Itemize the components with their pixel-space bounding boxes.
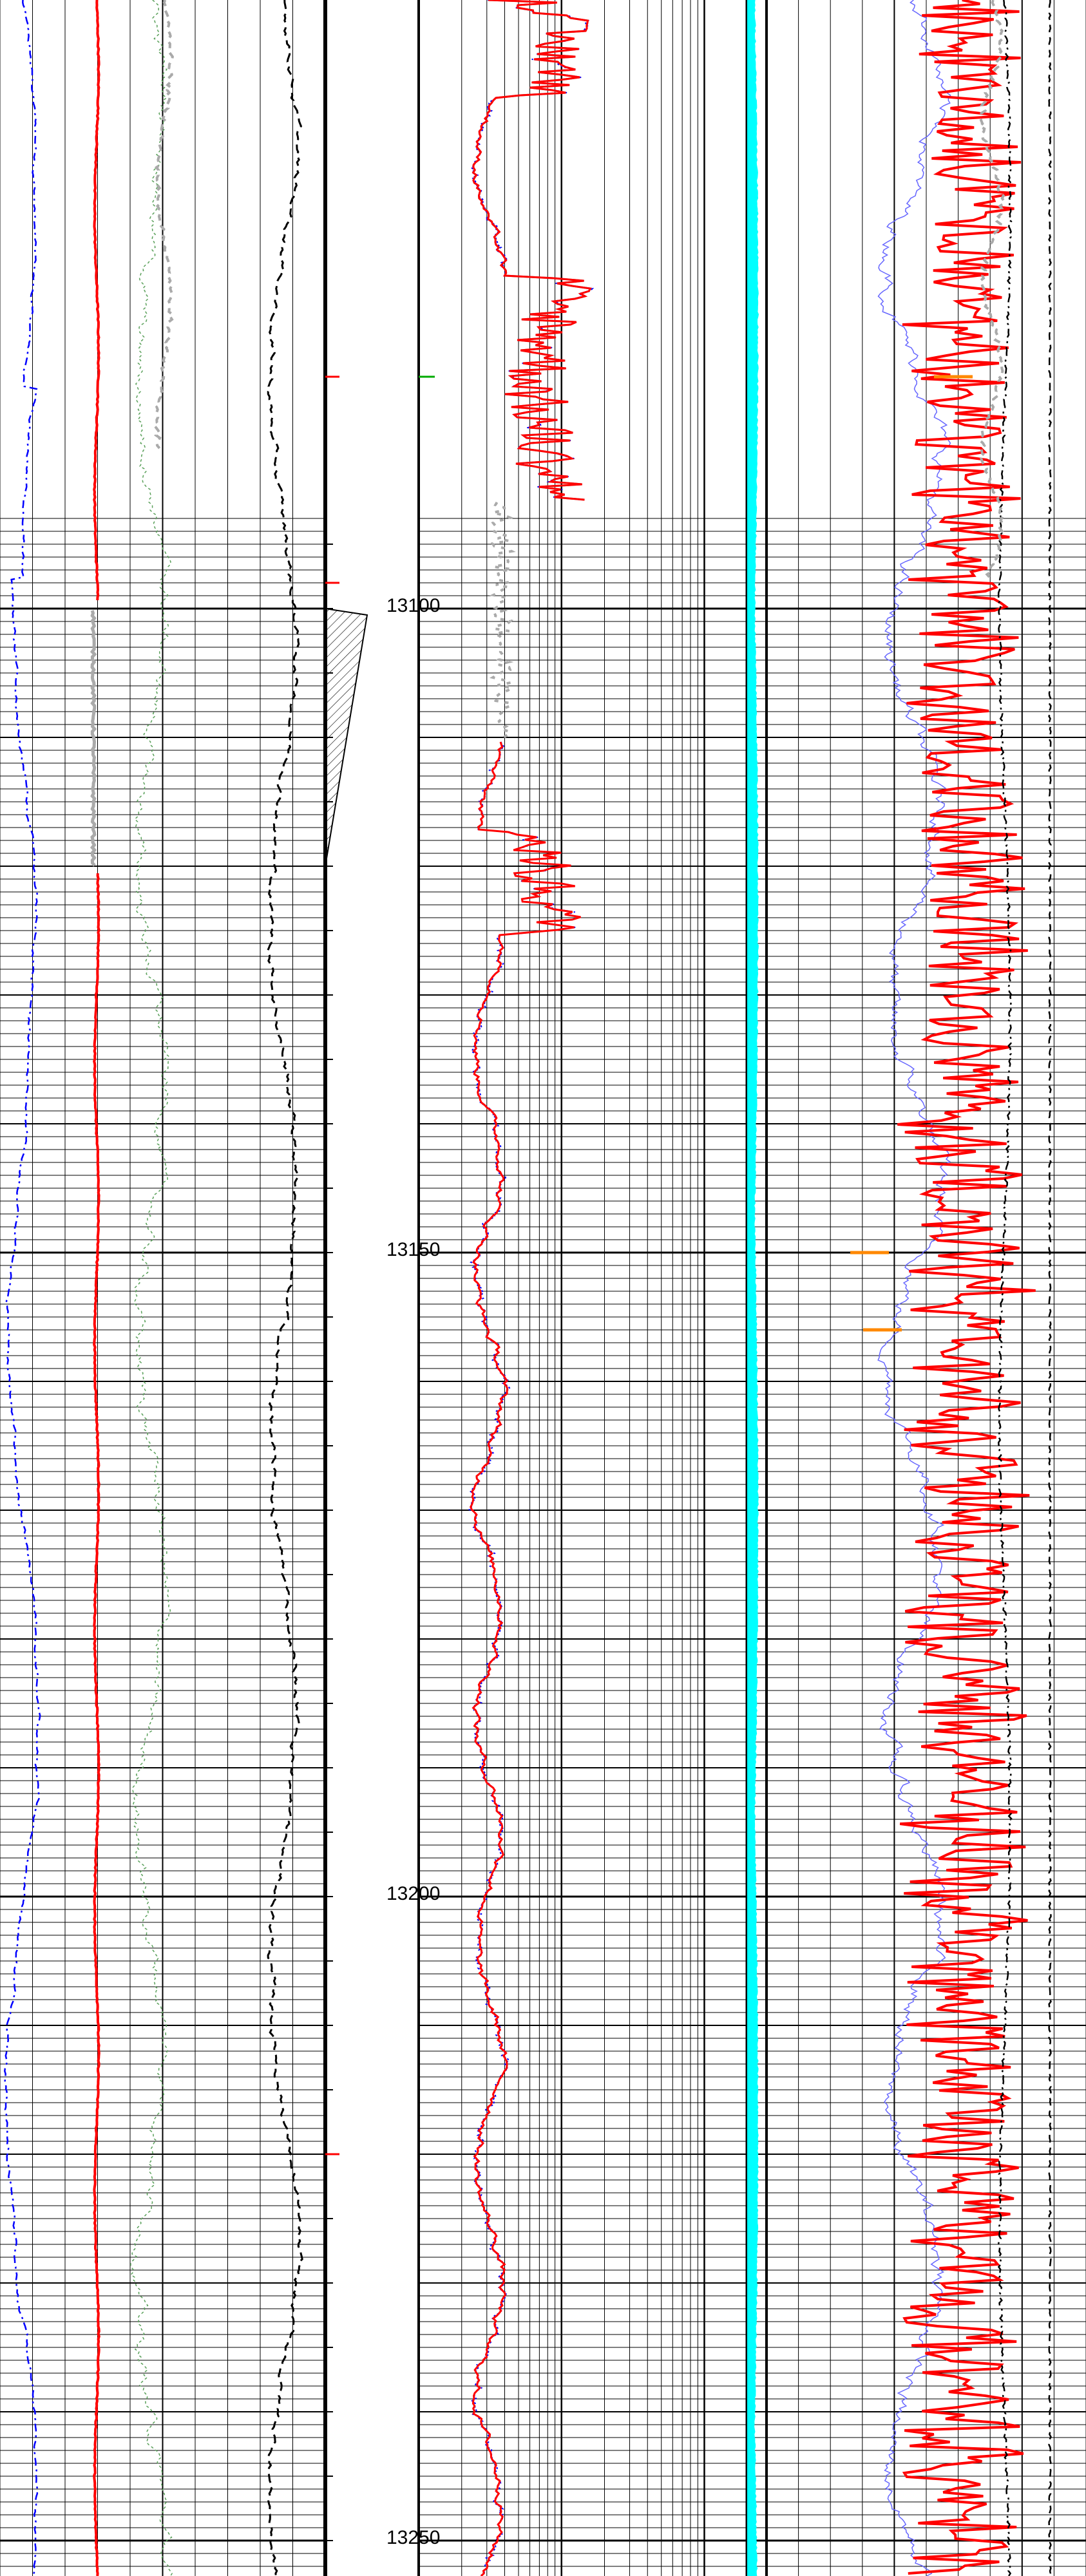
curve-layer: [4, 0, 1052, 2576]
depth-label-13150: 13150: [386, 1239, 440, 1260]
track3-cyan-fill: [747, 0, 759, 2576]
track1-green-curve: [130, 0, 173, 2576]
track1-blue-curve: [4, 0, 41, 2576]
depth-label-13100: 13100: [386, 595, 440, 616]
track4-black-dash: [1048, 0, 1052, 2576]
track2-gray-curve-top: [472, 0, 592, 501]
track2-gray-gap: [489, 502, 516, 741]
track4-red-curve: [897, 0, 1036, 2575]
track-borders: [323, 0, 768, 2576]
track4-gray-curve: [978, 0, 1006, 578]
track1-gray-curve: [154, 0, 175, 450]
track4-blue-curve: [877, 0, 951, 2576]
track4-black-dashdot: [997, 0, 1013, 2576]
track2-blue-curve-bottom: [468, 741, 581, 2576]
core-interval-marker: [325, 607, 368, 867]
depth-track: 13100 13150 13200 13250: [325, 375, 440, 2548]
track2-red-curve-top: [472, 0, 592, 501]
track2-red-curve-bottom: [470, 741, 581, 2576]
track1-gray-gap: [90, 610, 97, 867]
depth-label-13250: 13250: [386, 2527, 440, 2548]
depth-label-13200: 13200: [386, 1883, 440, 1904]
track1-red-curve-bottom: [93, 873, 100, 2576]
track1-red-curve-top: [93, 0, 100, 601]
track1-black-curve: [266, 0, 303, 2576]
track2-blue-curve-top: [470, 0, 595, 500]
